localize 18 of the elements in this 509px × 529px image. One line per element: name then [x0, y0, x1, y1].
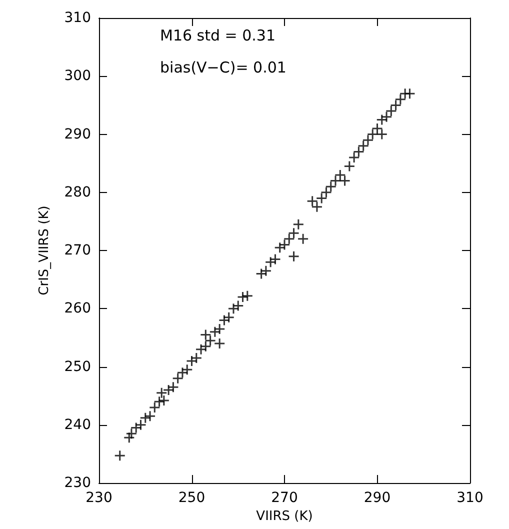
x-axis-title: VIIRS (K) [256, 508, 313, 524]
y-axis-title: CrIS_VIIRS (K) [37, 206, 52, 296]
x-tick-label: 250 [178, 490, 206, 506]
x-tick-label: 230 [86, 490, 112, 506]
y-tick-label: 290 [64, 126, 91, 142]
x-tick-label: 310 [456, 490, 484, 506]
y-tick-label: 310 [64, 10, 91, 26]
y-tick-label: 300 [64, 68, 91, 84]
y-tick-label: 250 [64, 358, 91, 375]
x-tick-label: 270 [271, 490, 298, 506]
y-tick-label: 240 [64, 416, 91, 433]
y-tick-label: 260 [64, 300, 91, 317]
x-tick-label: 290 [364, 490, 391, 506]
y-tick-label: 280 [64, 184, 91, 200]
y-tick-label: 230 [64, 475, 91, 491]
annotation: M16 std = 0.31 [160, 26, 276, 44]
y-tick-label: 270 [64, 242, 91, 258]
annotation: bias(V−C)= 0.01 [160, 58, 286, 76]
